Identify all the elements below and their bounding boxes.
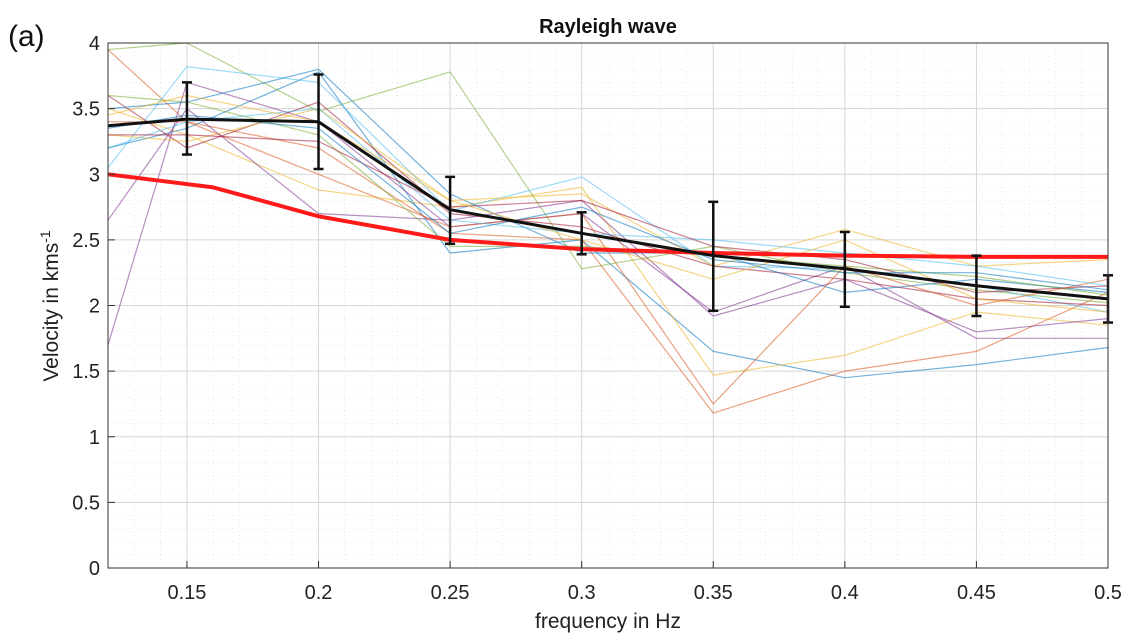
- x-tick-label: 0.45: [957, 582, 996, 604]
- thin-series-line-10: [107, 107, 1109, 267]
- panel-label: (a): [8, 20, 45, 53]
- thin-series-group: [107, 42, 1109, 414]
- error-bar-4: [576, 211, 587, 256]
- error-bar-1: [181, 81, 192, 156]
- y-axis-label: Velocity in kms-1: [37, 230, 63, 382]
- error-bar-6: [839, 230, 850, 309]
- x-tick-label: 0.3: [568, 582, 596, 604]
- y-tick-label: 3: [89, 164, 100, 186]
- thin-series-line-11: [107, 107, 1109, 333]
- y-tick-label: 2: [89, 296, 100, 318]
- x-tick-label: 0.5: [1094, 582, 1122, 604]
- y-axis-label-text: Velocity in kms: [40, 243, 63, 382]
- error-bar-7: [971, 254, 982, 318]
- reference-series-group: [107, 172, 1108, 259]
- y-axis-label-superscript: -1: [37, 230, 53, 243]
- x-tick-label: 0.4: [831, 582, 859, 604]
- error-bar-2: [313, 73, 324, 171]
- x-tick-label: 0.15: [167, 582, 206, 604]
- y-tick-label: 3.5: [72, 99, 100, 121]
- tick-labels: 0.15 0.2 0.25 0.3 0.35 0.4 0.45 0.5 0 0.5 1 1.5 2 2.5…: [72, 33, 1122, 604]
- x-tick-label: 0.25: [431, 582, 470, 604]
- error-bar-3: [445, 175, 456, 246]
- x-axis-label: frequency in Hz: [535, 610, 681, 633]
- y-tick-label: 1.5: [72, 361, 100, 383]
- x-tick-label: 0.35: [694, 582, 733, 604]
- reference-series-line: [107, 172, 1108, 259]
- y-tick-label: 2.5: [72, 230, 100, 252]
- thin-series-line-8: [107, 68, 1109, 293]
- y-tick-label: 1: [89, 427, 100, 449]
- thin-series-line-3: [107, 108, 1109, 376]
- error-bar-5: [708, 200, 719, 312]
- chart-title: Rayleigh wave: [539, 16, 677, 38]
- y-tick-label: 0.5: [72, 492, 100, 514]
- y-tick-label: 0: [89, 558, 100, 580]
- y-tick-label: 4: [89, 33, 100, 55]
- x-tick-label: 0.2: [305, 582, 333, 604]
- axes-frame: [107, 42, 1109, 569]
